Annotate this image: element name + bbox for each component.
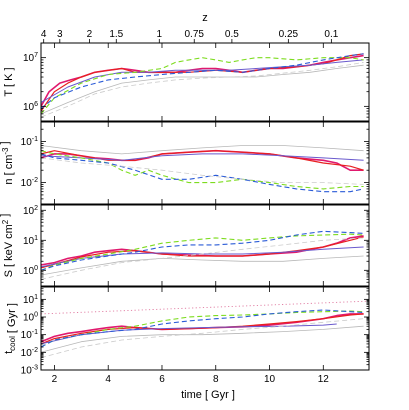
top-axis-redshift: 3 2 1.5 1 0.75 0.5 0.25 0.1 4 — [41, 29, 339, 43]
x-tick-label: 8 — [213, 374, 219, 385]
series-line-S-0 — [41, 235, 364, 266]
panel-n: 10-2 10-1 n [ cm-3 ] — [0, 121, 370, 205]
y-axis-label-T: T [ K ] — [3, 67, 15, 96]
series-line-n-5 — [41, 145, 364, 155]
y-tick-label: 10-2 — [21, 347, 38, 359]
y-tick-label: 100 — [23, 265, 38, 277]
top-tick-label: 1.5 — [109, 29, 123, 40]
series-line-tcool-6 — [41, 318, 364, 359]
panel-frame — [40, 204, 370, 287]
y-tick-label: 101 — [23, 235, 38, 247]
series-line-T-3 — [41, 57, 364, 115]
x-tick-label: 12 — [318, 374, 330, 385]
y-axis-label-S: S [ keV cm2 ] — [0, 214, 15, 278]
y-tick-label: 100 — [23, 312, 38, 324]
top-tick-label: 0.1 — [324, 29, 338, 40]
series-line-n-6 — [41, 157, 364, 185]
series-line-S-4 — [41, 230, 364, 271]
x-tick-label: 10 — [264, 374, 276, 385]
x-tick-label: 2 — [52, 374, 58, 385]
series-line-S-1 — [41, 236, 364, 269]
y-tick-label: 102 — [23, 205, 38, 217]
series-group — [41, 145, 364, 193]
top-tick-label: 0.25 — [279, 29, 299, 40]
y-tick-label: 10-1 — [21, 136, 38, 148]
series-line-n-1 — [41, 150, 364, 171]
panel-T: 106 107 T [ K ] — [3, 42, 370, 122]
series-line-T-1 — [41, 53, 364, 112]
series-line-T-4 — [41, 53, 364, 110]
series-line-tcool-3 — [41, 310, 364, 348]
series-group — [41, 230, 364, 280]
y-axis-label-tcool: tcool [ Gyr ] — [3, 303, 18, 354]
y-tick-label: 107 — [23, 52, 38, 64]
top-tick-label: 4 — [41, 29, 47, 40]
top-tick-label: 3 — [57, 29, 63, 40]
series-line-T-2 — [41, 59, 364, 103]
series-line-T-5 — [41, 64, 364, 115]
panel-S: 100 101 102 S [ keV cm2 ] — [0, 204, 370, 287]
x-tick-label: 6 — [159, 374, 165, 385]
panel-frame — [40, 42, 370, 122]
top-tick-label: 2 — [87, 29, 93, 40]
series-line-n-4 — [41, 153, 364, 193]
y-tick-label: 10-3 — [21, 365, 38, 377]
series-line-tcool-5 — [41, 325, 364, 353]
y-tick-label: 106 — [23, 101, 38, 113]
top-axis-label: z — [202, 12, 208, 24]
series-line-S-5 — [41, 255, 364, 276]
series-group — [41, 53, 364, 118]
series-line-tcool-4 — [41, 309, 364, 348]
series-line-S-3 — [41, 233, 364, 271]
x-tick-label: 4 — [105, 374, 111, 385]
series-group — [41, 300, 369, 359]
top-tick-label: 0.75 — [185, 29, 205, 40]
top-tick-label: 0.5 — [225, 29, 239, 40]
panel-tcool: 10-3 10-2 10-1 100 101 tcool [ Gyr ] — [3, 286, 370, 377]
series-line-n-2 — [41, 153, 364, 161]
y-tick-label: 10-1 — [21, 329, 38, 341]
series-line-tcool-7 — [41, 300, 369, 315]
y-tick-label: 101 — [23, 294, 38, 306]
panel-frame — [40, 286, 370, 371]
x-axis-label: time [ Gyr ] — [181, 389, 235, 401]
series-line-tcool-1 — [41, 313, 364, 345]
y-axis-label-n: n [ cm-3 ] — [0, 141, 15, 184]
series-line-T-6 — [41, 62, 364, 118]
top-tick-label: 1 — [157, 29, 163, 40]
series-line-S-6 — [41, 237, 364, 280]
y-tick-label: 10-2 — [21, 177, 38, 189]
